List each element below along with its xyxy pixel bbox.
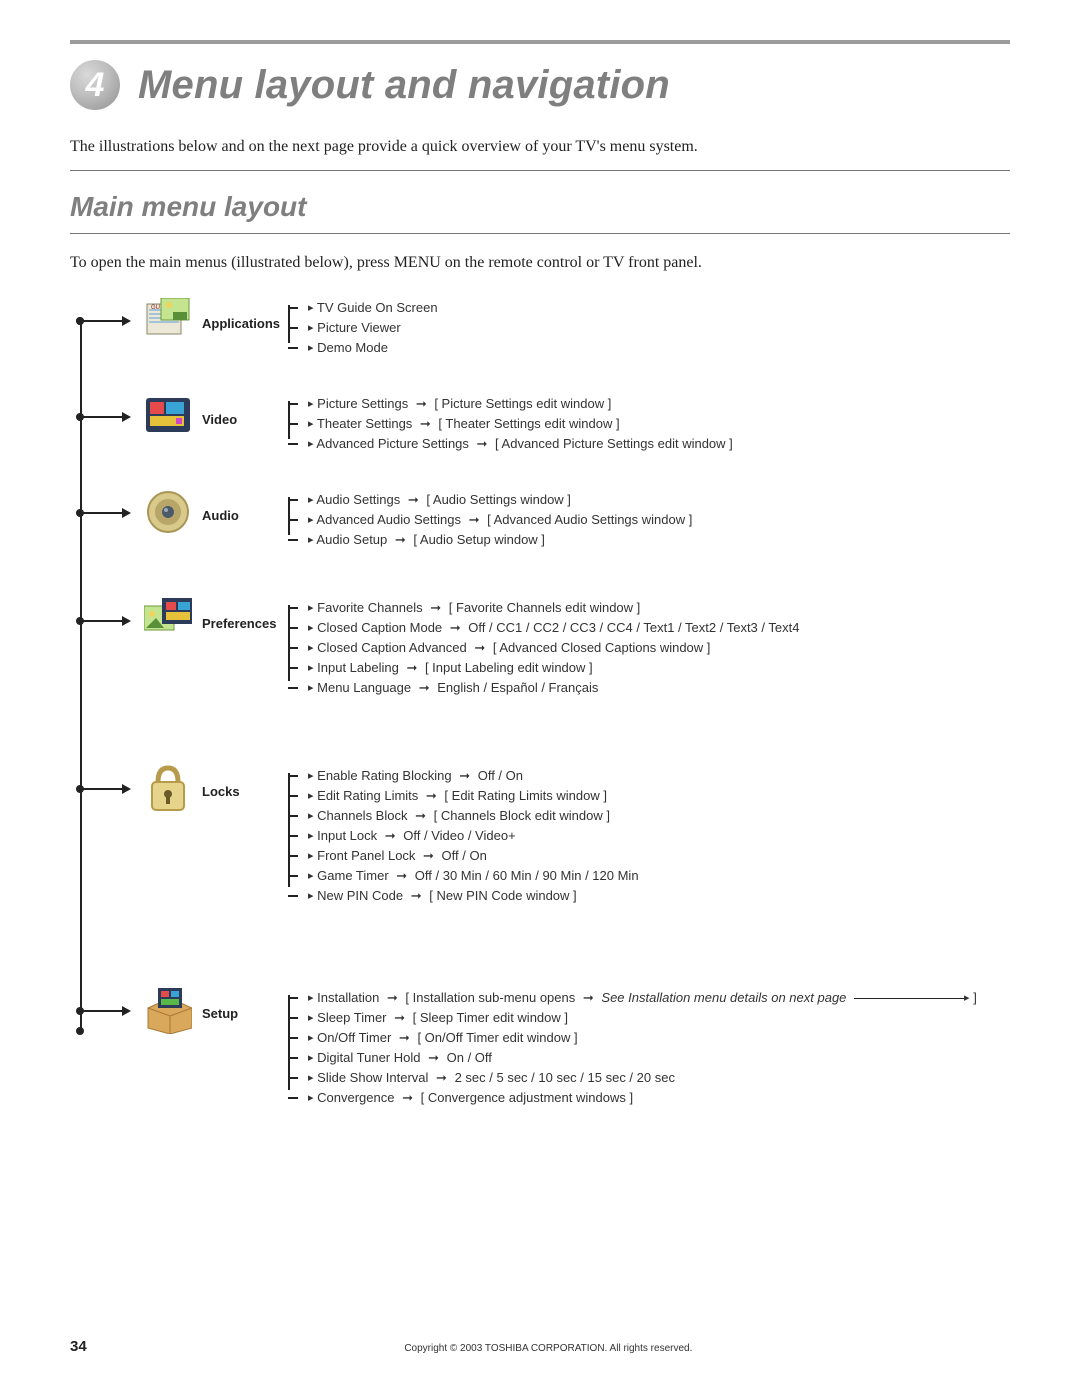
menu-label-setup: Setup <box>202 986 294 1108</box>
submenu-item: ▸ Closed Caption Advanced ➞ [ Advanced C… <box>294 638 799 658</box>
submenu-setup: ▸ Installation ➞ [ Installation sub-menu… <box>294 986 977 1108</box>
chapter-circle-icon: 4 <box>70 60 120 110</box>
submenu-item: ▸ Input Lock ➞ Off / Video / Video+ <box>294 826 639 846</box>
submenu-item: ▸ Edit Rating Limits ➞ [ Edit Rating Lim… <box>294 786 639 806</box>
submenu-item: ▸ Enable Rating Blocking ➞ Off / On <box>294 766 639 786</box>
submenu-item: ▸ Front Panel Lock ➞ Off / On <box>294 846 639 866</box>
submenu-applications: ▸ TV Guide On Screen▸ Picture Viewer▸ De… <box>294 296 438 358</box>
submenu-item: ▸ Favorite Channels ➞ [ Favorite Channel… <box>294 598 799 618</box>
page-number: 34 <box>70 1338 87 1355</box>
submenu-item: ▸ Slide Show Interval ➞ 2 sec / 5 sec / … <box>294 1068 977 1088</box>
menu-label-audio: Audio <box>202 488 294 550</box>
menu-diagram: GUIDE Applications ▸ TV Guide On Screen▸… <box>80 296 1010 1126</box>
divider <box>70 170 1010 171</box>
menu-label-applications: Applications <box>202 296 294 358</box>
submenu-preferences: ▸ Favorite Channels ➞ [ Favorite Channel… <box>294 596 799 698</box>
audio-icon <box>144 488 192 536</box>
submenu-item: ▸ On/Off Timer ➞ [ On/Off Timer edit win… <box>294 1028 977 1048</box>
submenu-item: ▸ Convergence ➞ [ Convergence adjustment… <box>294 1088 977 1108</box>
copyright: Copyright © 2003 TOSHIBA CORPORATION. Al… <box>87 1343 1010 1354</box>
menu-label-locks: Locks <box>202 764 294 906</box>
submenu-item: ▸ Installation ➞ [ Installation sub-menu… <box>294 988 977 1008</box>
section-title: Main menu layout <box>70 191 1010 223</box>
submenu-item: ▸ Digital Tuner Hold ➞ On / Off <box>294 1048 977 1068</box>
submenu-item: ▸ Demo Mode <box>294 338 438 358</box>
intro-text: The illustrations below and on the next … <box>70 138 1010 156</box>
footer: 34 Copyright © 2003 TOSHIBA CORPORATION.… <box>70 1338 1010 1355</box>
menu-label-video: Video <box>202 392 294 454</box>
chapter-title: Menu layout and navigation <box>138 63 670 108</box>
submenu-item: ▸ Menu Language ➞ English / Español / Fr… <box>294 678 799 698</box>
submenu-video: ▸ Picture Settings ➞ [ Picture Settings … <box>294 392 733 454</box>
submenu-item: ▸ Audio Setup ➞ [ Audio Setup window ] <box>294 530 692 550</box>
submenu-item: ▸ Advanced Audio Settings ➞ [ Advanced A… <box>294 510 692 530</box>
video-icon <box>144 392 192 440</box>
submenu-locks: ▸ Enable Rating Blocking ➞ Off / On▸ Edi… <box>294 764 639 906</box>
divider <box>70 233 1010 234</box>
submenu-item: ▸ Audio Settings ➞ [ Audio Settings wind… <box>294 490 692 510</box>
menu-label-preferences: Preferences <box>202 596 294 698</box>
preferences-icon <box>144 596 192 644</box>
submenu-item: ▸ Game Timer ➞ Off / 30 Min / 60 Min / 9… <box>294 866 639 886</box>
top-rule <box>70 40 1010 44</box>
open-text: To open the main menus (illustrated belo… <box>70 254 1010 272</box>
submenu-item: ▸ Picture Viewer <box>294 318 438 338</box>
submenu-item: ▸ Closed Caption Mode ➞ Off / CC1 / CC2 … <box>294 618 799 638</box>
chapter-number: 4 <box>86 66 105 105</box>
applications-icon: GUIDE <box>144 296 192 344</box>
setup-icon <box>144 986 192 1034</box>
submenu-item: ▸ Theater Settings ➞ [ Theater Settings … <box>294 414 733 434</box>
submenu-item: ▸ New PIN Code ➞ [ New PIN Code window ] <box>294 886 639 906</box>
locks-icon <box>144 764 192 812</box>
submenu-item: ▸ Picture Settings ➞ [ Picture Settings … <box>294 394 733 414</box>
submenu-item: ▸ Channels Block ➞ [ Channels Block edit… <box>294 806 639 826</box>
submenu-item: ▸ Sleep Timer ➞ [ Sleep Timer edit windo… <box>294 1008 977 1028</box>
submenu-audio: ▸ Audio Settings ➞ [ Audio Settings wind… <box>294 488 692 550</box>
submenu-item: ▸ TV Guide On Screen <box>294 298 438 318</box>
submenu-item: ▸ Input Labeling ➞ [ Input Labeling edit… <box>294 658 799 678</box>
chapter-header: 4 Menu layout and navigation <box>70 60 1010 110</box>
submenu-item: ▸ Advanced Picture Settings ➞ [ Advanced… <box>294 434 733 454</box>
